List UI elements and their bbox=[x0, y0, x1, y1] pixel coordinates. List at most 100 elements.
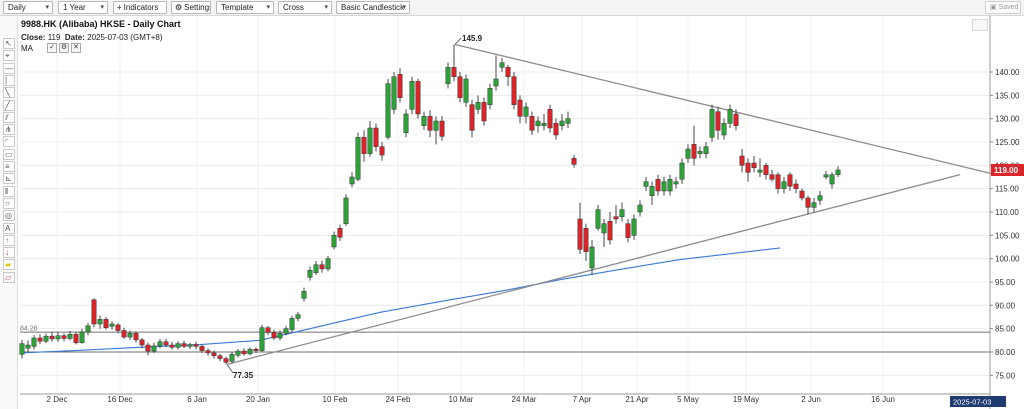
rectangle-tool[interactable]: ▭ bbox=[3, 148, 15, 160]
candle-body[interactable] bbox=[283, 328, 289, 334]
candle-body[interactable] bbox=[373, 127, 379, 147]
candle-body[interactable] bbox=[97, 319, 103, 325]
candle-body[interactable] bbox=[313, 264, 319, 273]
candle-body[interactable] bbox=[613, 216, 619, 220]
ma-visibility-checkbox[interactable]: ✓ bbox=[47, 43, 57, 53]
candle-body[interactable] bbox=[691, 144, 697, 159]
candle-body[interactable] bbox=[499, 62, 505, 68]
candle-body[interactable] bbox=[235, 350, 241, 356]
candle-body[interactable] bbox=[535, 120, 541, 126]
candle-body[interactable] bbox=[361, 137, 367, 154]
candle-body[interactable] bbox=[415, 81, 421, 115]
candle-body[interactable] bbox=[445, 67, 451, 84]
arrow-down-tool[interactable]: ↓ bbox=[3, 247, 15, 259]
candle-body[interactable] bbox=[229, 354, 235, 362]
candle-body[interactable] bbox=[181, 343, 187, 347]
candle-body[interactable] bbox=[469, 104, 475, 131]
candle-body[interactable] bbox=[463, 78, 469, 103]
circle-tool[interactable]: ○ bbox=[3, 197, 15, 209]
candle-body[interactable] bbox=[631, 218, 637, 236]
candle-body[interactable] bbox=[79, 331, 85, 343]
candle-body[interactable] bbox=[163, 341, 169, 346]
candle-body[interactable] bbox=[649, 186, 655, 196]
candle-body[interactable] bbox=[325, 258, 331, 270]
candle-body[interactable] bbox=[289, 318, 295, 330]
trend-line-tool[interactable]: ╲ bbox=[3, 87, 15, 99]
candle-body[interactable] bbox=[379, 146, 385, 156]
candle-body[interactable] bbox=[433, 120, 439, 131]
candle-body[interactable] bbox=[115, 324, 121, 331]
candle-body[interactable] bbox=[601, 223, 607, 234]
candle-body[interactable] bbox=[619, 209, 625, 217]
candle-body[interactable] bbox=[247, 348, 253, 355]
candle-body[interactable] bbox=[655, 179, 661, 192]
candle-body[interactable] bbox=[607, 221, 613, 241]
candle-body[interactable] bbox=[343, 197, 349, 224]
candle-body[interactable] bbox=[397, 74, 403, 98]
candle-body[interactable] bbox=[319, 264, 325, 270]
candle-body[interactable] bbox=[589, 246, 595, 269]
candle-body[interactable] bbox=[169, 344, 175, 348]
candle-body[interactable] bbox=[475, 102, 481, 110]
candle-body[interactable] bbox=[595, 209, 601, 229]
candle-body[interactable] bbox=[547, 109, 553, 129]
candle-body[interactable] bbox=[223, 358, 229, 363]
candle-body[interactable] bbox=[811, 202, 817, 208]
candle-body[interactable] bbox=[265, 327, 271, 333]
candle-body[interactable] bbox=[817, 195, 823, 201]
candle-body[interactable] bbox=[721, 123, 727, 136]
candlestick-chart[interactable]: 75.00 80.00 85.00 90.00 95.00 100.00 105.00 110… bbox=[18, 16, 1024, 409]
candle-body[interactable] bbox=[151, 345, 157, 352]
candle-body[interactable] bbox=[577, 218, 583, 250]
candle-body[interactable] bbox=[553, 123, 559, 136]
candle-body[interactable] bbox=[739, 155, 745, 166]
candle-body[interactable] bbox=[91, 299, 97, 325]
candle-body[interactable] bbox=[211, 352, 217, 356]
candle-body[interactable] bbox=[427, 116, 433, 131]
candle-body[interactable] bbox=[277, 333, 283, 339]
candle-body[interactable] bbox=[139, 339, 145, 346]
candle-body[interactable] bbox=[733, 113, 739, 126]
candle-body[interactable] bbox=[121, 330, 127, 338]
chart-style-select[interactable]: Basic Candlestick ▾ bbox=[336, 1, 410, 14]
candle-body[interactable] bbox=[727, 109, 733, 124]
candle-body[interactable] bbox=[133, 333, 139, 341]
candle-body[interactable] bbox=[61, 335, 67, 339]
text-tool[interactable]: A bbox=[3, 222, 15, 234]
candle-body[interactable] bbox=[763, 165, 769, 175]
cycle-lines-tool[interactable]: ⦀ bbox=[3, 185, 15, 197]
candle-body[interactable] bbox=[823, 174, 829, 178]
ellipse-tool[interactable]: ◎ bbox=[3, 210, 15, 222]
candle-body[interactable] bbox=[703, 146, 709, 154]
candle-body[interactable] bbox=[787, 174, 793, 187]
candle-body[interactable] bbox=[355, 137, 361, 180]
template-select[interactable]: Template ▾ bbox=[216, 1, 274, 14]
candle-body[interactable] bbox=[625, 223, 631, 238]
pitchfork-tool[interactable]: ⋔ bbox=[3, 124, 15, 136]
candle-body[interactable] bbox=[781, 181, 787, 189]
candle-body[interactable] bbox=[409, 81, 415, 110]
candle-body[interactable] bbox=[337, 228, 343, 238]
candle-body[interactable] bbox=[385, 83, 391, 138]
settings-button[interactable]: ⚙ Settings bbox=[171, 1, 211, 14]
candle-body[interactable] bbox=[643, 181, 649, 187]
candle-body[interactable] bbox=[259, 327, 265, 351]
candle-body[interactable] bbox=[187, 344, 193, 347]
candle-body[interactable] bbox=[769, 174, 775, 180]
candle-body[interactable] bbox=[301, 291, 307, 299]
crosshair-select[interactable]: Cross ▾ bbox=[278, 1, 332, 14]
candle-body[interactable] bbox=[421, 116, 427, 126]
support-trendline[interactable] bbox=[226, 174, 961, 365]
candle-body[interactable] bbox=[295, 314, 301, 319]
candle-body[interactable] bbox=[523, 106, 529, 117]
candle-body[interactable] bbox=[55, 335, 61, 340]
candle-body[interactable] bbox=[565, 118, 571, 124]
candle-body[interactable] bbox=[31, 337, 37, 347]
candle-body[interactable] bbox=[697, 151, 703, 154]
candle-body[interactable] bbox=[487, 88, 493, 105]
candle-body[interactable] bbox=[529, 116, 535, 131]
candle-body[interactable] bbox=[541, 123, 547, 126]
candle-body[interactable] bbox=[157, 341, 163, 347]
candle-body[interactable] bbox=[745, 162, 751, 173]
highlighter-tool[interactable]: ▰ bbox=[3, 259, 15, 271]
